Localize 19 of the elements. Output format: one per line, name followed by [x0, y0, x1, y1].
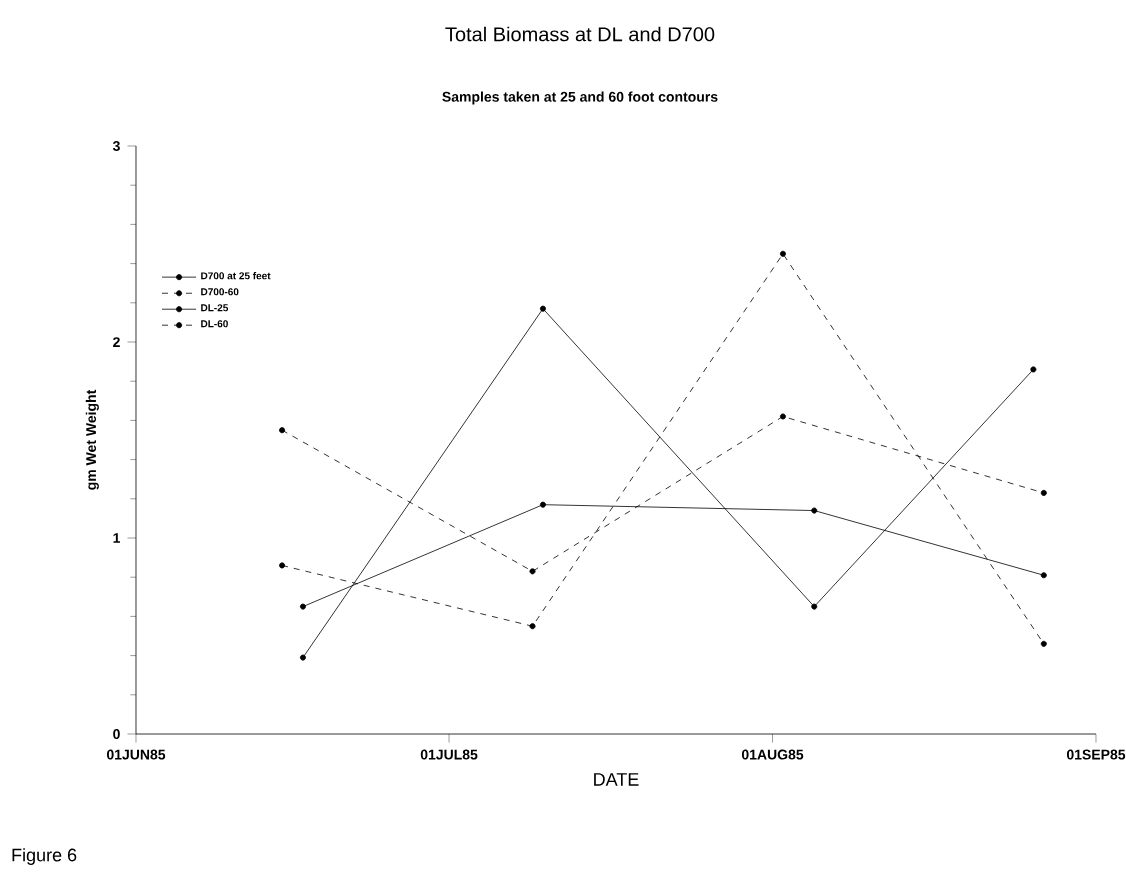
point	[279, 427, 286, 434]
point	[779, 413, 786, 420]
point	[299, 603, 306, 610]
point	[1040, 489, 1047, 496]
point	[279, 562, 286, 569]
point	[1040, 640, 1047, 647]
point	[811, 603, 818, 610]
chart-title: Total Biomass at DL and D700	[445, 26, 715, 42]
point	[811, 507, 818, 514]
point	[1030, 366, 1037, 373]
point	[529, 623, 536, 630]
point	[299, 654, 306, 661]
point	[539, 501, 546, 508]
x-axis-title: DATE	[594, 773, 639, 786]
point	[539, 305, 546, 312]
point	[529, 568, 536, 575]
point	[779, 250, 786, 257]
caption: Figure 6	[12, 848, 77, 865]
point	[1040, 572, 1047, 579]
